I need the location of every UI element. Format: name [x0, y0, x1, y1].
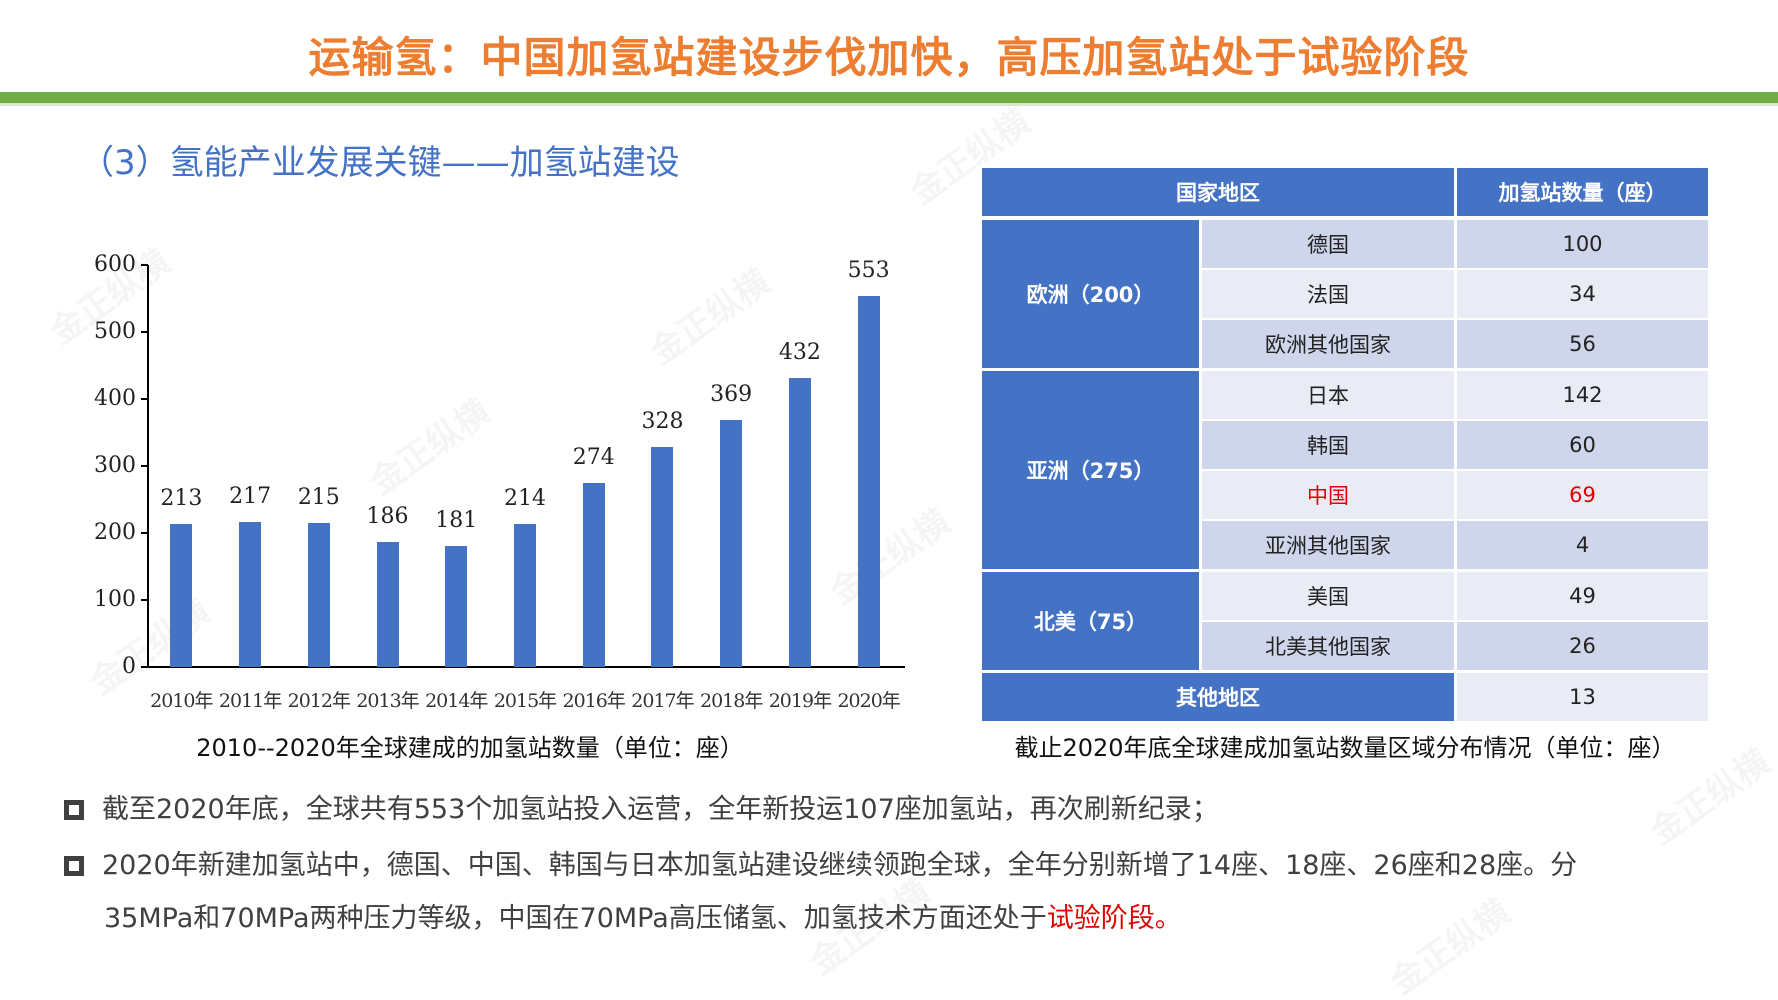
bar-value-label: 215 [297, 484, 340, 510]
bar [445, 545, 468, 667]
title-divider-bar [0, 92, 1778, 103]
x-tick-label: 2012年 [287, 690, 351, 712]
x-tick-label: 2015年 [493, 690, 557, 712]
bar [514, 523, 536, 667]
table-count-cell: 13 [1457, 673, 1708, 721]
bar-value-label: 214 [504, 485, 546, 511]
x-tick-label: 2016年 [562, 690, 626, 712]
bar-value-label: 217 [229, 483, 272, 509]
y-tick-label: 300 [94, 453, 136, 478]
table-country-cell: 韩国 [1202, 421, 1454, 469]
region-distribution-table: 国家地区 加氢站数量（座） 欧洲（200） 德国 100 法国 34 欧洲其他国家 56 亚洲（2… [982, 168, 1708, 721]
table-country-cell: 北美其他国家 [1202, 622, 1454, 670]
x-tick-label: 2013年 [356, 690, 419, 712]
bar-value-label: 369 [710, 381, 753, 407]
highlight-text: 试验阶段。 [1046, 903, 1182, 934]
y-axis [147, 265, 149, 668]
table-count-cell: 49 [1457, 572, 1708, 620]
bullet-continuation-text: 35MPa和70MPa两种压力等级，中国在70MPa高压储氢、加氢技术方面还处于 [104, 903, 1047, 934]
table-country-cell: 美国 [1202, 572, 1454, 620]
bar-value-label: 186 [366, 504, 409, 530]
x-tick-label: 2011年 [218, 690, 282, 712]
bar [857, 296, 880, 667]
x-tick-label: 2010年 [150, 690, 213, 712]
table-region-cell: 北美（75） [982, 572, 1199, 670]
page-title: 运输氢：中国加氢站建设步伐加快，高压加氢站处于试验阶段 [308, 33, 1470, 82]
bullet-text: 截至2020年底，全球共有553个加氢站投入运营，全年新投运107座加氢站，再次… [102, 794, 1219, 825]
bar-value-label: 553 [847, 258, 890, 284]
bar [376, 542, 399, 667]
y-tick [141, 666, 148, 668]
y-tick-label: 200 [94, 520, 136, 545]
y-tick-label: 0 [122, 654, 136, 679]
bar [651, 447, 674, 667]
table-count-cell: 100 [1457, 220, 1708, 268]
square-bullet-icon [64, 800, 84, 820]
bullet-item: 截至2020年底，全球共有553个加氢站投入运营，全年新投运107座加氢站，再次… [64, 793, 1219, 827]
table-region-cell: 亚洲（275） [982, 371, 1199, 569]
bar-value-label: 274 [572, 445, 615, 471]
title-divider-shadow [0, 103, 1778, 106]
x-tick-label: 2018年 [699, 690, 763, 712]
watermark: 金正纵横 [1382, 891, 1518, 1000]
y-tick [141, 264, 148, 266]
bar-value-label: 328 [641, 409, 684, 435]
section-subtitle: （3）氢能产业发展关键——加氢站建设 [80, 143, 680, 183]
table-header-count: 加氢站数量（座） [1457, 168, 1708, 216]
bar-value-label: 213 [160, 486, 203, 512]
x-axis [147, 666, 905, 668]
table-country-cell: 德国 [1202, 220, 1454, 268]
x-tick-label: 2014年 [425, 690, 488, 712]
bullet-text: 2020年新建加氢站中，德国、中国、韩国与日本加氢站建设继续领跑全球，全年分别新… [102, 850, 1578, 881]
bar [788, 377, 811, 667]
table-country-cell: 欧洲其他国家 [1202, 320, 1454, 368]
y-tick-label: 400 [94, 386, 136, 411]
table-count-cell: 56 [1457, 320, 1708, 368]
y-tick [141, 532, 148, 534]
table-country-cell: 亚洲其他国家 [1202, 521, 1454, 569]
bar [239, 521, 262, 667]
x-tick-label: 2020年 [837, 690, 900, 712]
y-tick [141, 465, 148, 467]
bar-value-label: 432 [778, 339, 821, 365]
x-tick-label: 2017年 [631, 690, 694, 712]
table-header-region: 国家地区 [982, 168, 1454, 216]
table-count-cell: 142 [1457, 371, 1708, 419]
y-tick [141, 398, 148, 400]
y-tick-label: 500 [94, 319, 136, 344]
table-country-cell: 法国 [1202, 270, 1454, 318]
bullet-continuation: 35MPa和70MPa两种压力等级，中国在70MPa高压储氢、加氢技术方面还处于… [104, 902, 1182, 936]
square-bullet-icon [64, 856, 84, 876]
table-country-cell: 中国 [1202, 471, 1454, 519]
bullet-item: 2020年新建加氢站中，德国、中国、韩国与日本加氢站建设继续领跑全球，全年分别新… [64, 849, 1577, 883]
bar [720, 419, 743, 667]
table-count-cell: 60 [1457, 421, 1708, 469]
table-country-cell: 日本 [1202, 371, 1454, 419]
bar [170, 524, 193, 667]
bar [307, 522, 330, 667]
table-count-cell: 4 [1457, 521, 1708, 569]
y-tick-label: 600 [94, 252, 136, 277]
bar-value-label: 181 [435, 507, 478, 533]
table-caption: 截止2020年底全球建成加氢站数量区域分布情况（单位：座） [1014, 734, 1676, 762]
table-count-cell: 26 [1457, 622, 1708, 670]
table-region-cell: 其他地区 [982, 673, 1454, 721]
y-tick [141, 599, 148, 601]
table-region-cell: 欧洲（200） [982, 220, 1199, 368]
bar [582, 483, 605, 667]
bar-chart: 0 100 200 300 400 500 600 213 2010年 217 2011年 215 2… [0, 0, 960, 762]
table-count-cell: 69 [1457, 471, 1708, 519]
y-tick-label: 100 [94, 587, 136, 612]
y-tick [141, 331, 148, 333]
table-count-cell: 34 [1457, 270, 1708, 318]
chart-caption: 2010--2020年全球建成的加氢站数量（单位：座） [196, 734, 744, 762]
x-tick-label: 2019年 [768, 690, 832, 712]
